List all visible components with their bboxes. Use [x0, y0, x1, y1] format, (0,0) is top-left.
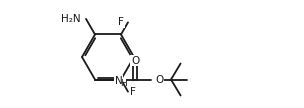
- Text: H₂N: H₂N: [61, 14, 81, 24]
- Text: F: F: [118, 17, 124, 27]
- Text: F: F: [130, 87, 136, 97]
- Text: H: H: [120, 79, 127, 87]
- Text: N: N: [115, 75, 123, 86]
- Text: O: O: [155, 75, 163, 85]
- Text: O: O: [131, 56, 139, 66]
